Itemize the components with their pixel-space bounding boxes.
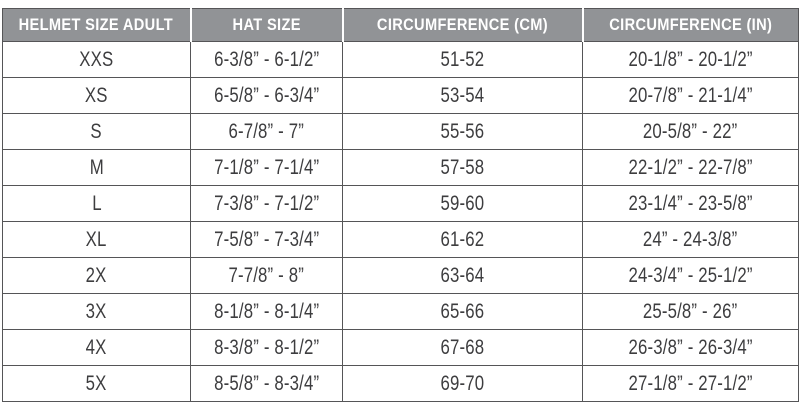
cell-circumference-cm: 67-68	[342, 329, 583, 366]
header-helmet-size: HELMET SIZE ADULT	[2, 8, 192, 42]
header-circumference-in-label: CIRCUMFERENCE (IN)	[609, 15, 773, 34]
cell-circumference-cm: 57-58	[342, 149, 583, 186]
cell-circumference-in: 20-1/8” - 20-1/2”	[582, 41, 799, 78]
cell-size: XL	[2, 221, 191, 258]
cell-circumference-in: 24-3/4” - 25-1/2”	[582, 257, 799, 294]
cell-size: 3X	[2, 293, 191, 330]
cell-circumference-in: 20-5/8” - 22”	[582, 113, 799, 150]
table-row-4x: 4X 8-3/8” - 8-1/2” 67-68 26-3/8” - 26-3/…	[2, 329, 799, 366]
cell-size: XS	[2, 77, 191, 114]
cell-size: M	[2, 149, 191, 186]
cell-hat-size: 7-5/8” - 7-3/4”	[190, 221, 343, 258]
cell-hat-size: 7-1/8” - 7-1/4”	[190, 149, 343, 186]
cell-circumference-in: 20-7/8” - 21-1/4”	[582, 77, 799, 114]
table-row-xxs: XXS 6-3/8” - 6-1/2” 51-52 20-1/8” - 20-1…	[2, 41, 799, 78]
table-row-s: S 6-7/8” - 7” 55-56 20-5/8” - 22”	[2, 113, 799, 150]
cell-size: XXS	[2, 41, 191, 78]
table-row-xs: XS 6-5/8” - 6-3/4” 53-54 20-7/8” - 21-1/…	[2, 77, 799, 114]
table-row-l: L 7-3/8” - 7-1/2” 59-60 23-1/4” - 23-5/8…	[2, 185, 799, 222]
cell-circumference-in: 26-3/8” - 26-3/4”	[582, 329, 799, 366]
cell-hat-size: 7-7/8” - 8”	[190, 257, 343, 294]
cell-size: 4X	[2, 329, 191, 366]
table-body: XXS 6-3/8” - 6-1/2” 51-52 20-1/8” - 20-1…	[2, 41, 799, 402]
table-row-m: M 7-1/8” - 7-1/4” 57-58 22-1/2” - 22-7/8…	[2, 149, 799, 186]
header-circumference-cm: CIRCUMFERENCE (CM)	[341, 8, 584, 42]
header-hat-size: HAT SIZE	[189, 8, 344, 42]
cell-size: 2X	[2, 257, 191, 294]
table-header: HELMET SIZE ADULT HAT SIZE CIRCUMFERENCE…	[2, 8, 799, 42]
table-row-xl: XL 7-5/8” - 7-3/4” 61-62 24” - 24-3/8”	[2, 221, 799, 258]
header-circumference-in: CIRCUMFERENCE (IN)	[581, 8, 799, 42]
table-row-2x: 2X 7-7/8” - 8” 63-64 24-3/4” - 25-1/2”	[2, 257, 799, 294]
table-row-5x: 5X 8-5/8” - 8-3/4” 69-70 27-1/8” - 27-1/…	[2, 365, 799, 402]
header-row: HELMET SIZE ADULT HAT SIZE CIRCUMFERENCE…	[2, 8, 799, 42]
cell-circumference-cm: 61-62	[342, 221, 583, 258]
cell-circumference-in: 24” - 24-3/8”	[582, 221, 799, 258]
cell-circumference-in: 22-1/2” - 22-7/8”	[582, 149, 799, 186]
cell-circumference-cm: 59-60	[342, 185, 583, 222]
cell-circumference-cm: 65-66	[342, 293, 583, 330]
cell-hat-size: 8-1/8” - 8-1/4”	[190, 293, 343, 330]
cell-size: L	[2, 185, 191, 222]
cell-circumference-in: 23-1/4” - 23-5/8”	[582, 185, 799, 222]
cell-circumference-cm: 55-56	[342, 113, 583, 150]
cell-hat-size: 6-7/8” - 7”	[190, 113, 343, 150]
cell-hat-size: 6-5/8” - 6-3/4”	[190, 77, 343, 114]
cell-size: S	[2, 113, 191, 150]
cell-hat-size: 7-3/8” - 7-1/2”	[190, 185, 343, 222]
header-helmet-size-label: HELMET SIZE ADULT	[19, 15, 174, 34]
cell-circumference-cm: 51-52	[342, 41, 583, 78]
cell-circumference-cm: 63-64	[342, 257, 583, 294]
table-row-3x: 3X 8-1/8” - 8-1/4” 65-66 25-5/8” - 26”	[2, 293, 799, 330]
cell-circumference-cm: 53-54	[342, 77, 583, 114]
cell-hat-size: 8-5/8” - 8-3/4”	[190, 365, 343, 402]
cell-hat-size: 8-3/8” - 8-1/2”	[190, 329, 343, 366]
cell-circumference-in: 25-5/8” - 26”	[582, 293, 799, 330]
cell-size: 5X	[2, 365, 191, 402]
header-circumference-cm-label: CIRCUMFERENCE (CM)	[376, 15, 549, 34]
cell-hat-size: 6-3/8” - 6-1/2”	[190, 41, 343, 78]
helmet-size-table: HELMET SIZE ADULT HAT SIZE CIRCUMFERENCE…	[2, 8, 799, 402]
cell-circumference-in: 27-1/8” - 27-1/2”	[582, 365, 799, 402]
header-hat-size-label: HAT SIZE	[232, 15, 301, 34]
cell-circumference-cm: 69-70	[342, 365, 583, 402]
